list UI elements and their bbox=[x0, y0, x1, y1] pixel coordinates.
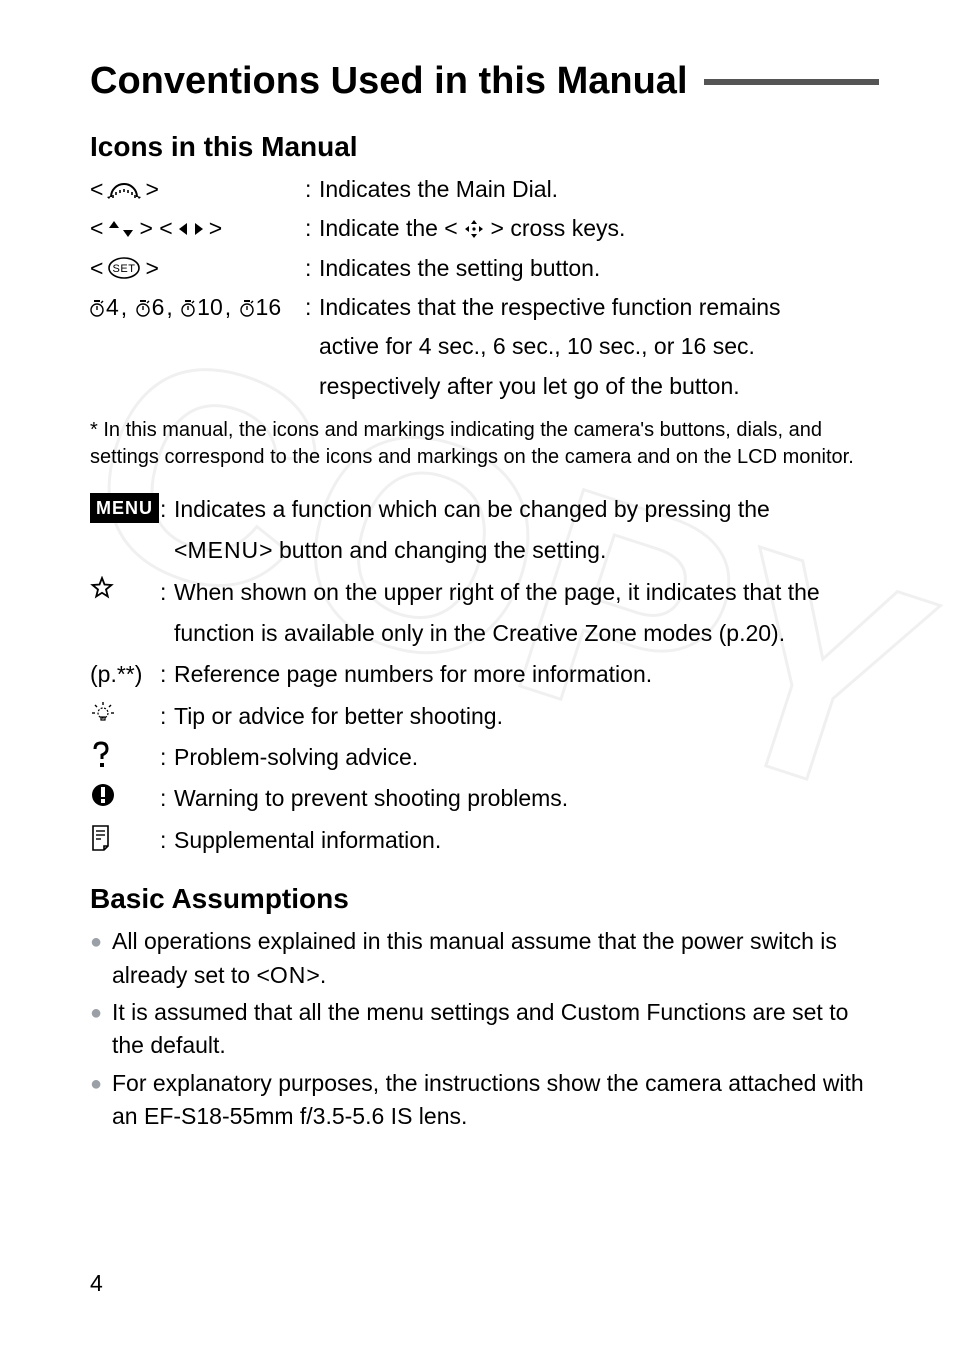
section-icons-heading: Icons in this Manual bbox=[90, 131, 879, 163]
timer-icon bbox=[90, 298, 104, 318]
warning-text: Warning to prevent shooting problems. bbox=[174, 782, 879, 815]
cross-keys-suffix: > cross keys. bbox=[491, 215, 626, 241]
row-cross-keys: < > < > : Indicate the < > cross keys. bbox=[90, 212, 879, 245]
problem-text: Problem-solving advice. bbox=[174, 741, 879, 774]
set-button-text: Indicates the setting button. bbox=[319, 252, 879, 285]
def-pageref: (p.**) : Reference page numbers for more… bbox=[90, 658, 879, 691]
icons-footnote: * In this manual, the icons and markings… bbox=[90, 417, 879, 471]
star-line2: function is available only in the Creati… bbox=[90, 617, 879, 650]
menu-badge-icon: MENU bbox=[90, 493, 159, 523]
note-page-icon bbox=[90, 824, 114, 852]
left-right-triangles-icon bbox=[177, 219, 205, 239]
star-line1: When shown on the upper right of the pag… bbox=[174, 576, 879, 609]
svg-text:SET: SET bbox=[113, 263, 136, 275]
basic-bullet-2: ● It is assumed that all the menu settin… bbox=[90, 996, 879, 1063]
def-menu: MENU : Indicates a function which can be… bbox=[90, 493, 879, 526]
row-set-button: < SET > : Indicates the setting button. bbox=[90, 252, 879, 285]
star-outline-icon bbox=[90, 576, 114, 600]
lightbulb-tip-icon bbox=[90, 700, 116, 726]
row-timers: 4, 6, 10, 16 : Indicates that the respec… bbox=[90, 291, 879, 324]
tip-text: Tip or advice for better shooting. bbox=[174, 700, 879, 733]
bullet-dot-icon: ● bbox=[90, 925, 112, 992]
basic-bullet-1: ● All operations explained in this manua… bbox=[90, 925, 879, 992]
def-star: : When shown on the upper right of the p… bbox=[90, 576, 879, 609]
def-problem: : Problem-solving advice. bbox=[90, 741, 879, 774]
def-tip: : Tip or advice for better shooting. bbox=[90, 700, 879, 733]
cross-keys-prefix: Indicate the < bbox=[319, 215, 458, 241]
warning-circle-icon bbox=[90, 782, 116, 808]
menu-line2: <MENU> button and changing the setting. bbox=[90, 534, 879, 567]
def-warning: : Warning to prevent shooting problems. bbox=[90, 782, 879, 815]
bracket-open: < bbox=[90, 173, 103, 206]
bracket-close: > bbox=[145, 173, 158, 206]
menu-line1: Indicates a function which can be change… bbox=[174, 493, 879, 526]
timers-line1: Indicates that the respective function r… bbox=[319, 291, 879, 324]
main-dial-text: Indicates the Main Dial. bbox=[319, 173, 879, 206]
page-title: Conventions Used in this Manual bbox=[90, 60, 688, 103]
row-main-dial: < > : Indicates the Main Dial. bbox=[90, 173, 879, 206]
timer-icon bbox=[136, 298, 150, 318]
timers-line2: active for 4 sec., 6 sec., 10 sec., or 1… bbox=[90, 330, 879, 363]
cross-keys-icon bbox=[464, 219, 484, 239]
bullet-dot-icon: ● bbox=[90, 1067, 112, 1134]
main-dial-icon bbox=[107, 179, 141, 201]
up-down-triangles-icon bbox=[107, 219, 135, 239]
timers-line3: respectively after you let go of the but… bbox=[90, 370, 879, 403]
page-title-wrap: Conventions Used in this Manual bbox=[90, 60, 879, 103]
bullet-dot-icon: ● bbox=[90, 996, 112, 1063]
def-supplemental: : Supplemental information. bbox=[90, 824, 879, 857]
pageref-text: Reference page numbers for more informat… bbox=[174, 658, 879, 691]
timer-icon bbox=[240, 298, 254, 318]
supp-text: Supplemental information. bbox=[174, 824, 879, 857]
question-mark-icon bbox=[90, 741, 112, 769]
set-button-icon: SET bbox=[107, 256, 141, 280]
basic-bullet-3: ● For explanatory purposes, the instruct… bbox=[90, 1067, 879, 1134]
section-basic-heading: Basic Assumptions bbox=[90, 883, 879, 915]
page-number: 4 bbox=[90, 1270, 103, 1297]
title-rule bbox=[704, 79, 880, 85]
pageref-label: (p.**) bbox=[90, 658, 160, 691]
timer-icon bbox=[181, 298, 195, 318]
